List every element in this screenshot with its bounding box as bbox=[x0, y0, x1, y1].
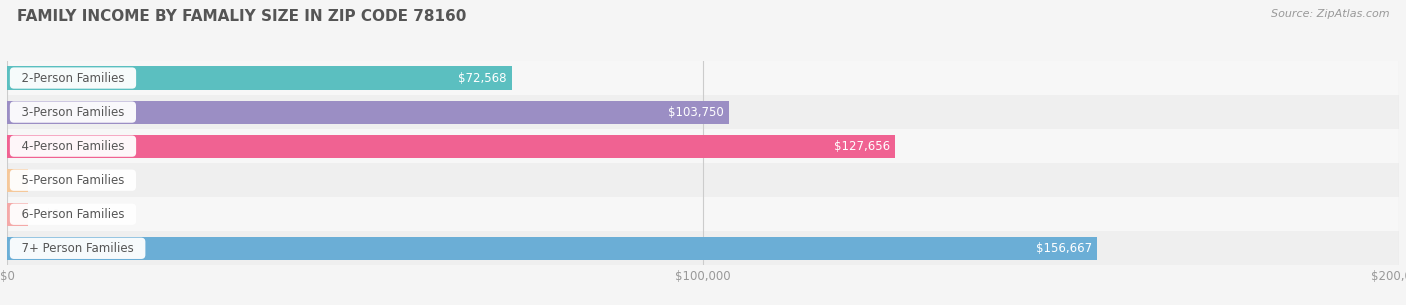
Bar bbox=[7, 95, 1399, 129]
Text: FAMILY INCOME BY FAMALIY SIZE IN ZIP CODE 78160: FAMILY INCOME BY FAMALIY SIZE IN ZIP COD… bbox=[17, 9, 467, 24]
Text: Source: ZipAtlas.com: Source: ZipAtlas.com bbox=[1271, 9, 1389, 19]
Bar bbox=[7, 135, 896, 158]
Bar bbox=[7, 66, 512, 90]
Bar bbox=[7, 129, 1399, 163]
Bar bbox=[7, 101, 730, 124]
Text: 6-Person Families: 6-Person Families bbox=[14, 208, 132, 221]
Bar bbox=[7, 231, 1399, 265]
Text: 3-Person Families: 3-Person Families bbox=[14, 106, 132, 119]
Bar bbox=[7, 203, 28, 226]
Text: $127,656: $127,656 bbox=[834, 140, 890, 152]
Text: $103,750: $103,750 bbox=[668, 106, 724, 119]
Text: 2-Person Families: 2-Person Families bbox=[14, 72, 132, 84]
Text: $156,667: $156,667 bbox=[1036, 242, 1092, 255]
Bar bbox=[7, 237, 1098, 260]
Text: $0: $0 bbox=[45, 208, 59, 221]
Text: $0: $0 bbox=[45, 174, 59, 187]
Bar bbox=[7, 169, 28, 192]
Bar bbox=[7, 61, 1399, 95]
Text: $72,568: $72,568 bbox=[458, 72, 506, 84]
Text: 4-Person Families: 4-Person Families bbox=[14, 140, 132, 152]
Text: 7+ Person Families: 7+ Person Families bbox=[14, 242, 141, 255]
Bar bbox=[7, 163, 1399, 197]
Bar bbox=[7, 197, 1399, 231]
Text: 5-Person Families: 5-Person Families bbox=[14, 174, 132, 187]
